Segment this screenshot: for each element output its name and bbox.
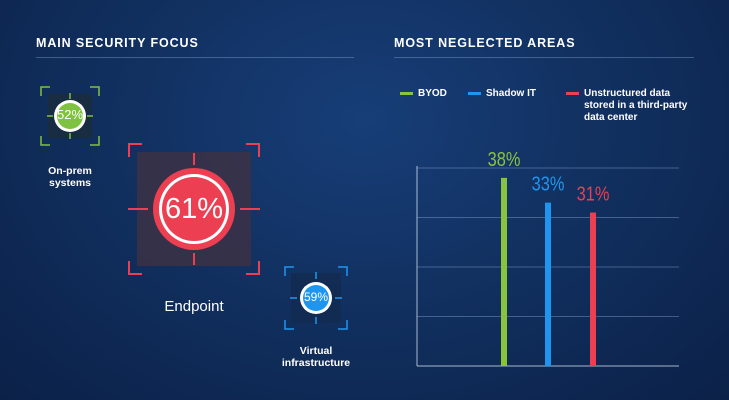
most-neglected-areas-title: MOST NEGLECTED AREAS (394, 36, 576, 50)
legend-swatch-shadow-it (468, 92, 481, 95)
on-prem-systems-tile: 52% (40, 86, 100, 146)
endpoint-value: 61% (164, 193, 224, 225)
bar-1 (501, 177, 507, 366)
legend-label-shadow-it: Shadow IT (486, 88, 536, 99)
bar-2 (545, 202, 551, 366)
endpoint-label: Endpoint (164, 298, 224, 315)
green-frame-icon (40, 86, 100, 146)
legend-label-byod: BYOD (418, 88, 447, 99)
bar-3 (590, 212, 596, 366)
legend-label-unstructured-data: Unstructured data stored in a third-part… (584, 88, 688, 123)
blue-frame-icon (284, 266, 348, 330)
bar-value-label-3: 31% (577, 182, 610, 205)
virtual-infrastructure-value: 59% (303, 290, 329, 304)
virtual-infrastructure-label: Virtual infrastructure (281, 345, 351, 369)
bar-value-label-1: 38% (488, 147, 521, 170)
right-divider (394, 57, 694, 58)
on-prem-label: On-prem systems (48, 165, 92, 189)
main-security-focus-title: MAIN SECURITY FOCUS (36, 36, 199, 50)
legend-swatch-unstructured-data (566, 92, 579, 95)
virtual-infrastructure-tile: 59% (284, 266, 348, 330)
legend-swatch-byod (400, 92, 413, 95)
left-divider (36, 57, 354, 58)
endpoint-tile: 61% (128, 143, 260, 275)
red-frame-icon (128, 143, 260, 275)
on-prem-value: 52% (56, 107, 84, 122)
bar-value-label-2: 33% (532, 172, 565, 195)
